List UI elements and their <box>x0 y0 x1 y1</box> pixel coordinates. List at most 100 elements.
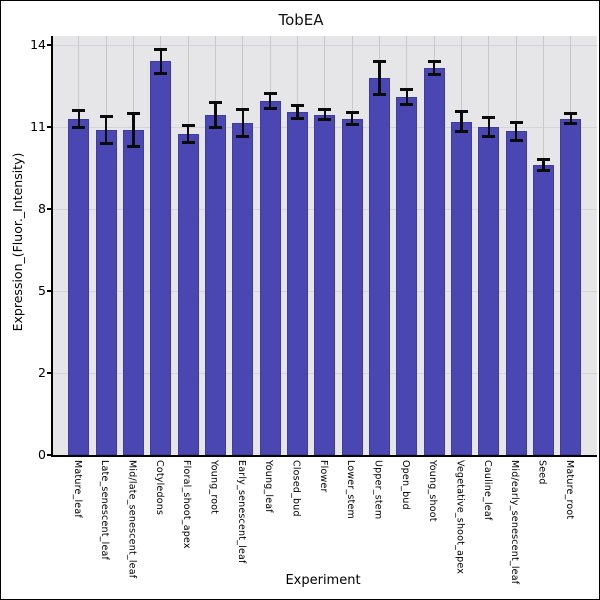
x-tick-label: Young_leaf <box>263 460 275 513</box>
error-bar-cap-bottom <box>564 122 578 126</box>
error-bar-stem <box>569 113 573 124</box>
x-tick-label: Open_bud <box>399 460 411 510</box>
y-tick-label: 0 <box>38 447 46 462</box>
bar <box>341 118 363 455</box>
error-bar-cap-bottom <box>537 169 551 173</box>
bar <box>150 61 172 455</box>
error-bar-cap-top <box>455 110 469 114</box>
error-bar-stem <box>186 125 190 143</box>
bar <box>122 129 144 455</box>
bar <box>314 114 336 455</box>
x-tick-label: Mid/late_senescent_leaf <box>126 460 138 579</box>
x-tick-label: Early_senescent_leaf <box>235 460 247 564</box>
error-bar-cap-bottom <box>126 144 140 148</box>
error-bar-cap-bottom <box>154 72 168 76</box>
error-bar-cap-top <box>537 158 551 162</box>
bar <box>451 121 473 455</box>
error-bar-cap-bottom <box>209 125 222 129</box>
x-tick-label: Floral_shoot_apex <box>181 460 193 549</box>
chart-title: TobEA <box>278 11 324 29</box>
error-bar-cap-top <box>400 87 414 91</box>
error-bar-cap-top <box>373 59 387 63</box>
error-bar-stem <box>77 110 81 127</box>
y-tick-label: 11 <box>30 119 46 134</box>
x-tick-label: Mature_root <box>563 460 575 520</box>
error-bar-stem <box>159 49 163 74</box>
error-bar-cap-top <box>482 116 496 120</box>
error-bar-cap-top <box>345 111 359 115</box>
y-axis-tick <box>47 454 51 456</box>
error-bar-cap-bottom <box>263 106 277 110</box>
error-bar-cap-bottom <box>236 135 250 139</box>
error-bar-stem <box>542 159 545 171</box>
y-tick-label: 2 <box>38 365 46 380</box>
error-bar-cap-top <box>263 92 277 96</box>
error-bar-stem <box>514 122 518 141</box>
x-tick-label: Young_root <box>208 460 220 515</box>
error-bar-stem <box>104 116 108 144</box>
y-axis-tick <box>47 290 51 292</box>
bar <box>533 165 555 455</box>
error-bar-cap-bottom <box>99 141 113 145</box>
bar <box>259 101 281 455</box>
error-bar-stem <box>405 89 409 105</box>
x-tick-label: Mid/early_senescent_leaf <box>509 460 521 585</box>
error-bar-cap-top <box>291 104 305 108</box>
y-axis-tick <box>47 126 51 128</box>
error-bar-stem <box>132 113 135 147</box>
bar <box>232 122 254 455</box>
bar <box>396 96 418 455</box>
bar <box>287 111 309 455</box>
error-bar-cap-top <box>126 111 140 115</box>
y-axis-tick <box>47 44 51 46</box>
error-bar-cap-top <box>564 112 578 116</box>
x-tick-label: Seed <box>536 460 548 485</box>
x-tick-label: Late_senescent_leaf <box>99 460 111 561</box>
error-bar-stem <box>487 117 491 136</box>
error-bar-stem <box>323 109 327 120</box>
bar <box>478 127 500 455</box>
error-bar-cap-top <box>509 120 523 124</box>
error-bar-stem <box>378 61 381 95</box>
error-bar-cap-top <box>209 100 222 104</box>
y-tick-label: 5 <box>38 283 46 298</box>
x-tick-label: Cotyledons <box>153 460 165 516</box>
plot-area <box>51 36 597 457</box>
error-bar-cap-bottom <box>373 92 387 96</box>
y-axis-label: Expression_(Fluor._Intensity) <box>10 152 25 332</box>
bar <box>369 77 391 455</box>
error-bar-stem <box>350 112 354 125</box>
error-bar-cap-bottom <box>427 73 441 77</box>
error-bar-cap-top <box>72 109 86 113</box>
y-tick-label: 8 <box>38 201 46 216</box>
error-bar-cap-bottom <box>509 138 523 142</box>
error-bar-cap-bottom <box>455 129 469 133</box>
x-axis-label: Experiment <box>285 573 361 588</box>
error-bar-cap-top <box>236 107 250 111</box>
y-tick-label: 14 <box>30 37 46 52</box>
x-tick-label: Vegetative_shoot_apex <box>454 460 466 575</box>
error-bar-cap-top <box>181 124 195 128</box>
bar <box>560 118 582 455</box>
bar <box>205 114 226 455</box>
error-bar-cap-bottom <box>318 118 332 122</box>
x-tick-label: Young_shoot <box>427 460 439 522</box>
y-axis-tick <box>47 372 51 374</box>
error-bar-cap-bottom <box>345 123 359 127</box>
y-axis-tick <box>47 208 51 210</box>
error-bar-stem <box>268 93 272 109</box>
x-tick-label: Closed_bud <box>290 460 302 517</box>
x-tick-label: Flower <box>317 460 329 493</box>
error-bar-stem <box>241 109 245 137</box>
error-bar-cap-top <box>427 60 441 64</box>
x-tick-label: Lower_stem <box>345 460 357 519</box>
error-bar-stem <box>214 102 217 127</box>
error-bar-cap-bottom <box>400 103 414 107</box>
error-bar-cap-top <box>154 47 168 51</box>
x-tick-label: Cauline_leaf <box>481 460 493 521</box>
bar <box>505 131 527 455</box>
error-bar-cap-bottom <box>181 140 195 144</box>
error-bar-cap-bottom <box>482 134 496 138</box>
error-bar-stem <box>460 111 463 132</box>
